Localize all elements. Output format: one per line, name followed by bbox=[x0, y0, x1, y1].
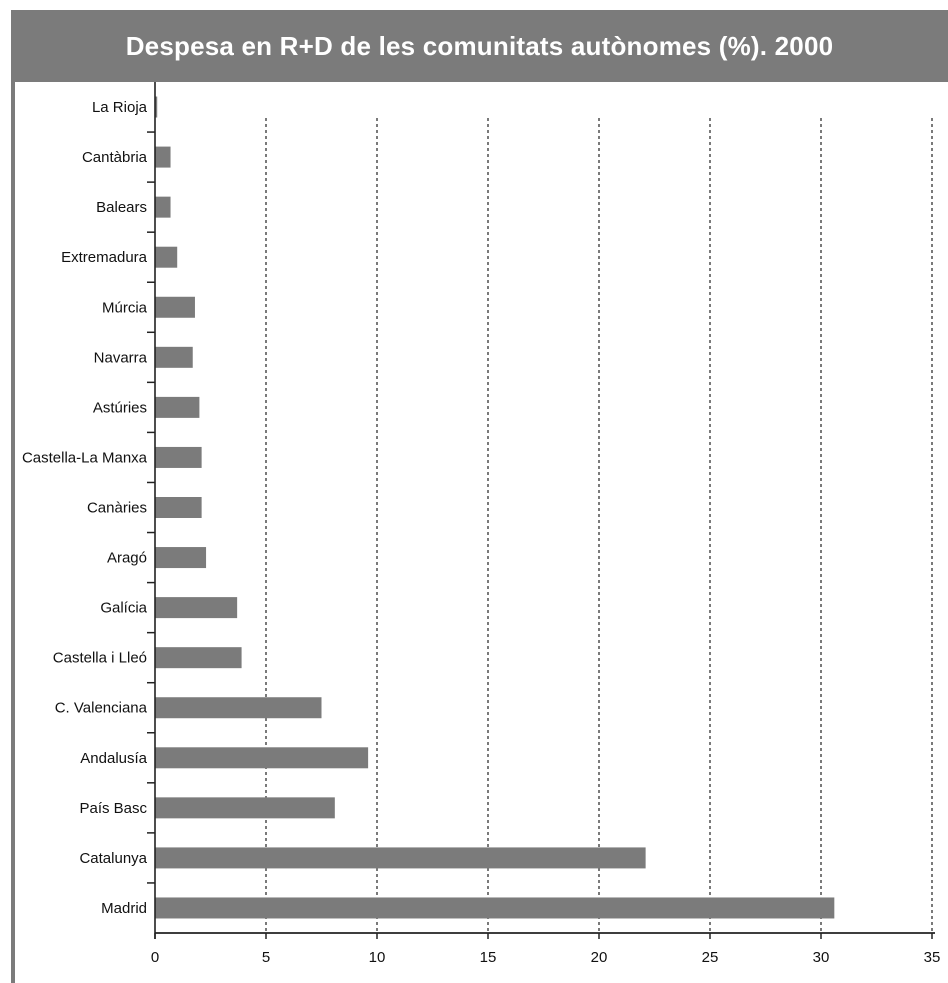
category-label-5: Navarra bbox=[94, 349, 148, 366]
category-label-11: Castella i Lleó bbox=[53, 650, 147, 667]
x-tick-label-5: 25 bbox=[702, 949, 719, 966]
axes bbox=[147, 82, 935, 939]
category-label-10: Galícia bbox=[100, 600, 147, 617]
category-label-13: Andalusía bbox=[80, 750, 147, 767]
bar-9 bbox=[155, 547, 207, 569]
bar-11 bbox=[155, 647, 242, 669]
x-tick-labels: 0 5 10 15 20 25 30 35 bbox=[151, 949, 941, 966]
category-label-7: Castella-La Manxa bbox=[22, 449, 148, 466]
x-tick-label-1: 5 bbox=[262, 949, 270, 966]
category-label-9: Aragó bbox=[107, 550, 147, 567]
category-label-4: Múrcia bbox=[102, 299, 148, 316]
chart-title: Despesa en R+D de les comunitats autònom… bbox=[125, 30, 834, 61]
bar-8 bbox=[155, 497, 202, 518]
category-label-15: Catalunya bbox=[79, 850, 147, 867]
category-label-2: Balears bbox=[96, 199, 147, 216]
category-label-8: Canàries bbox=[87, 500, 147, 517]
bar-12 bbox=[155, 697, 322, 719]
bar-3 bbox=[155, 246, 178, 268]
x-tick-label-0: 0 bbox=[151, 949, 159, 966]
x-tick-label-6: 30 bbox=[813, 949, 830, 966]
chart-title-bar: Despesa en R+D de les comunitats autònom… bbox=[11, 10, 948, 82]
bar-5 bbox=[155, 346, 193, 368]
bar-2 bbox=[155, 196, 171, 218]
left-border bbox=[11, 82, 15, 983]
x-tick-label-3: 15 bbox=[480, 949, 497, 966]
bar-15 bbox=[155, 847, 646, 869]
bar-7 bbox=[155, 446, 202, 468]
category-label-6: Astúries bbox=[93, 399, 147, 416]
category-label-16: Madrid bbox=[101, 900, 147, 917]
bar-6 bbox=[155, 396, 200, 418]
bar-4 bbox=[155, 296, 195, 318]
category-label-1: Cantàbria bbox=[82, 149, 148, 166]
bars bbox=[155, 96, 835, 919]
category-label-0: La Rioja bbox=[92, 99, 148, 116]
gridlines bbox=[265, 118, 933, 933]
bar-13 bbox=[155, 747, 369, 769]
category-labels: La Rioja Cantàbria Balears Extremadura Múrci… bbox=[22, 99, 148, 917]
x-tick-label-4: 20 bbox=[591, 949, 608, 966]
x-tick-label-7: 35 bbox=[924, 949, 941, 966]
bar-1 bbox=[155, 146, 171, 168]
bar-0 bbox=[155, 96, 158, 118]
bar-16 bbox=[155, 897, 835, 919]
bar-14 bbox=[155, 797, 335, 819]
bar-10 bbox=[155, 597, 238, 619]
x-tick-label-2: 10 bbox=[369, 949, 386, 966]
category-label-12: C. Valenciana bbox=[55, 700, 148, 717]
category-label-3: Extremadura bbox=[61, 249, 148, 266]
category-label-14: País Basc bbox=[79, 800, 147, 817]
